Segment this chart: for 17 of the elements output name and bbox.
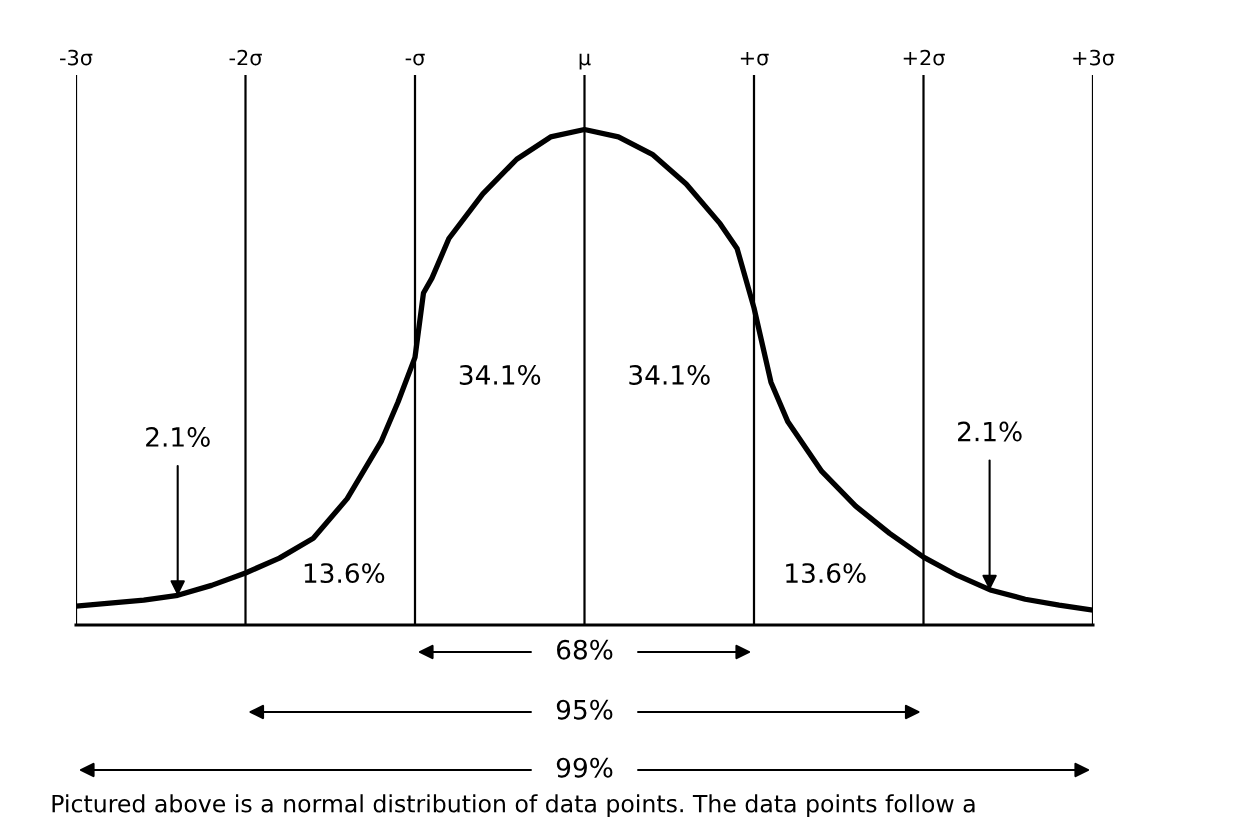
annotation: 13.6% (304, 563, 385, 584)
x-tick-label: +σ (740, 52, 769, 66)
text: Pictured above is a normal distribution of data points. The data points follow a (52, 794, 975, 818)
text: 68% (557, 639, 613, 660)
x-tick-label: -3σ (60, 49, 93, 66)
text: 95% (556, 699, 613, 720)
annotation: 13.6% (786, 563, 866, 584)
annotation: 34.1% (629, 364, 710, 385)
x-tick-label: -2σ (229, 49, 262, 66)
annotation: 34.1% (459, 364, 541, 385)
x-tick-label: μ (579, 53, 591, 70)
annotation: 2.1% (146, 427, 210, 447)
text: 99% (556, 757, 613, 778)
annotation: 2.1% (958, 421, 1022, 442)
x-tick-label: -σ (405, 53, 425, 66)
x-tick-label: +2σ (903, 49, 945, 66)
x-tick-label: +3σ (1073, 49, 1115, 66)
